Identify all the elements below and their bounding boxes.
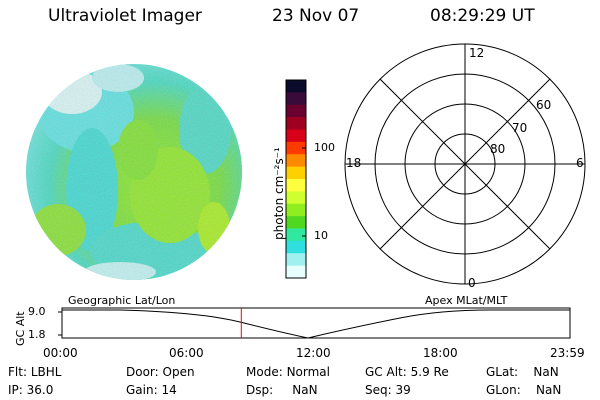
timeline-x-tick-1200: 12:00 [296,346,331,360]
colorbar-band [286,154,306,168]
timeline-x-tick-0000: 00:00 [43,346,78,360]
colorbar-frame [285,79,307,279]
colorbar-tick-100: 100 [314,141,335,154]
colorbar-band [286,129,306,143]
date-label: 23 Nov 07 [272,6,360,26]
colorbar [285,79,307,279]
colorbar-band [286,191,306,205]
colorbar-band [286,228,306,242]
colorbar-tick-10: 10 [314,229,328,242]
timeline-plot [58,307,571,339]
lat-label-80: 80 [490,142,506,156]
colorbar-unit-label: photon cm⁻²s⁻¹ [272,147,286,240]
colorbar-band [286,166,306,180]
status-door: Door: Open [126,365,195,379]
status-dsp: Dsp: NaN [246,383,318,397]
mlt-label-12: 12 [469,46,485,60]
instrument-title: Ultraviolet Imager [48,6,202,26]
time-label: 08:29:29 UT [430,6,535,26]
timeline-y-tick-low: 1.8 [28,328,46,341]
colorbar-band [286,240,306,254]
colorbar-band [286,141,306,155]
uvi-image [26,64,242,280]
mlt-label-6: 6 [576,156,584,170]
status-gain: Gain: 14 [126,383,177,397]
status-gc-alt: GC Alt: 5.9 Re [365,365,449,379]
timeline-frame [61,307,571,339]
colorbar-band [286,253,306,267]
mlt-label-18: 18 [346,156,362,170]
colorbar-band [286,104,306,118]
status-ip: IP: 36.0 [8,383,54,397]
timeline-x-tick-1800: 18:00 [423,346,458,360]
colorbar-band [286,92,306,106]
colorbar-band [286,203,306,217]
timeline-x-tick-0600: 06:00 [169,346,204,360]
lat-label-60: 60 [536,98,552,112]
timeline-right-title: Apex MLat/MLT [425,294,508,307]
polar-plot [344,43,586,285]
status-glat: GLat: NaN [486,365,559,379]
status-seq: Seq: 39 [365,383,411,397]
timeline-y-axis-label: GC Alt [14,311,27,346]
colorbar-band [286,80,306,93]
status-glon: GLon: NaN [486,383,562,397]
status-filter: Flt: LBHL [8,365,62,379]
timeline-left-title: Geographic Lat/Lon [68,294,176,307]
colorbar-band [286,179,306,192]
colorbar-band [286,216,306,230]
mlt-label-0: 0 [468,276,476,290]
timeline-y-tick-high: 9.0 [28,305,46,318]
timeline-x-tick-2359: 23:59 [550,346,585,360]
status-mode: Mode: Normal [246,365,330,379]
lat-label-70: 70 [512,121,528,135]
polar-diagonal-2 [379,78,551,250]
altitude-curve [62,309,570,339]
colorbar-band [286,265,306,279]
colorbar-band [286,117,306,131]
